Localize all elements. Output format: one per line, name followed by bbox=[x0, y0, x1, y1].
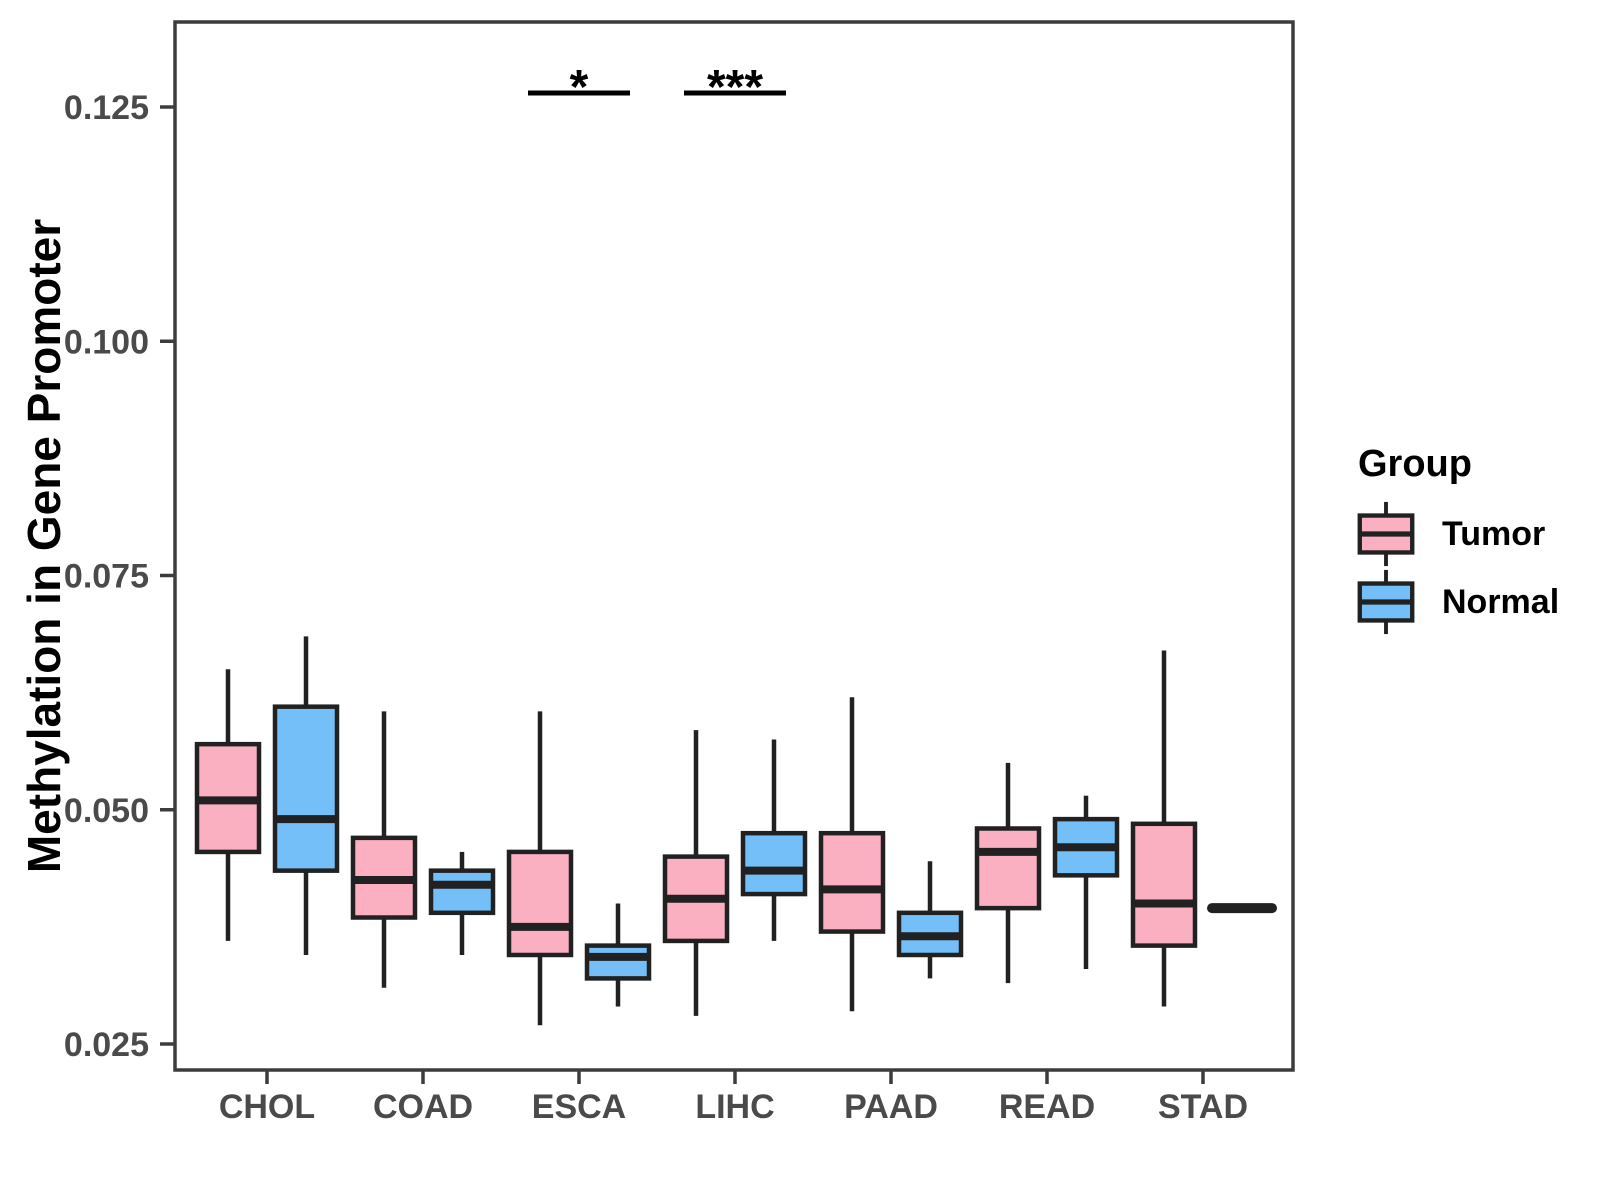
box-Normal-CHOL bbox=[272, 704, 340, 873]
y-tick-label: 0.025 bbox=[64, 1026, 149, 1064]
y-tick-label: 0.050 bbox=[64, 792, 149, 830]
x-tick-label-COAD: COAD bbox=[373, 1088, 473, 1126]
x-tick-label-ESCA: ESCA bbox=[532, 1088, 626, 1126]
y-axis-title: Methylation in Gene Promoter bbox=[18, 218, 70, 874]
significance-label-ESCA: * bbox=[570, 61, 589, 114]
box-Normal-COAD bbox=[428, 868, 496, 916]
legend-label-normal: Normal bbox=[1442, 582, 1560, 621]
box-Normal-ESCA bbox=[584, 943, 652, 981]
box-Normal-LIHC bbox=[740, 830, 808, 897]
x-tick-label-LIHC: LIHC bbox=[695, 1088, 774, 1126]
legend-entry-normal: Normal bbox=[1356, 568, 1559, 636]
box-Tumor-READ bbox=[974, 826, 1042, 911]
legend-title: Group bbox=[1358, 443, 1472, 485]
box-Tumor-STAD bbox=[1130, 821, 1198, 948]
x-tick-label-CHOL: CHOL bbox=[219, 1088, 315, 1126]
x-tick-label-PAAD: PAAD bbox=[844, 1088, 938, 1126]
normal-boxplot-swatch-icon bbox=[1357, 569, 1415, 635]
legend-entry-tumor: Tumor bbox=[1356, 500, 1559, 568]
x-tick-label-STAD: STAD bbox=[1158, 1088, 1248, 1126]
y-tick-label: 0.125 bbox=[64, 89, 149, 127]
legend-label-tumor: Tumor bbox=[1442, 514, 1546, 553]
y-tick-label: 0.100 bbox=[64, 323, 149, 361]
box-Tumor-PAAD bbox=[818, 830, 886, 934]
tumor-boxplot-swatch-icon bbox=[1357, 501, 1415, 567]
y-tick-label: 0.075 bbox=[64, 558, 149, 596]
legend: Group Tumor Normal bbox=[1356, 443, 1559, 636]
box-Tumor-ESCA bbox=[506, 849, 574, 958]
x-tick-label-READ: READ bbox=[999, 1088, 1095, 1126]
significance-label-LIHC: *** bbox=[707, 61, 763, 114]
panel-border bbox=[173, 20, 1295, 1072]
